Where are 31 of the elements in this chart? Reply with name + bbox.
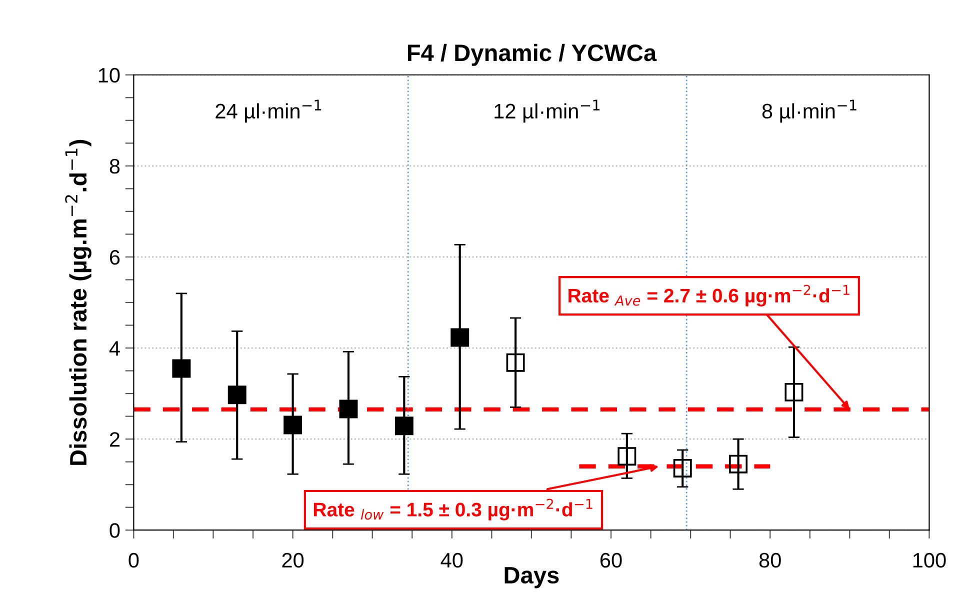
- point: [784, 382, 804, 402]
- x-tick-label: 20: [282, 552, 304, 568]
- point: [450, 328, 470, 347]
- x-axis-title: Days: [504, 567, 559, 588]
- y-tick-label: 4: [109, 341, 120, 356]
- y-axis-title: Dissolution rate (µg.m$^{−2}$.d$^{−1}$): [65, 140, 92, 465]
- point: [618, 447, 636, 466]
- point: [172, 359, 191, 378]
- y-tick-label: 8: [110, 158, 120, 174]
- x-tick-label: 60: [600, 552, 622, 568]
- annotation: Rate $_{Ave}$ = 2.7 ± 0.6 µg·m$^{−2}$·d$^{−1}$: [568, 284, 850, 306]
- y-tick-label: 0: [110, 523, 120, 538]
- x-tick-label: 80: [759, 552, 781, 568]
- y-tick-label: 2: [110, 432, 120, 447]
- point: [228, 386, 246, 404]
- chart-title: F4 / Dynamic / YCWCa: [408, 44, 657, 66]
- y-tick-label: 10: [98, 68, 120, 83]
- annotation: Rate $_{low}$ = 1.5 ± 0.3 µg·m$^{−2}$·d$^{−1}$: [314, 498, 592, 520]
- x-tick-label: 100: [913, 552, 946, 568]
- point: [506, 353, 525, 372]
- annotation: 12 µl·min$^{−1}$: [494, 100, 600, 123]
- annotation: 8 µl·min$^{−1}$: [762, 100, 856, 123]
- x-tick-label: 40: [440, 552, 463, 568]
- x-tick-label: 0: [128, 552, 139, 568]
- annotation: 24 µl·min$^{−1}$: [216, 100, 322, 123]
- y-tick-label: 6: [110, 250, 120, 265]
- point: [673, 458, 692, 478]
- point: [339, 400, 358, 418]
- point: [284, 416, 302, 434]
- point: [729, 454, 748, 474]
- point: [394, 416, 414, 436]
